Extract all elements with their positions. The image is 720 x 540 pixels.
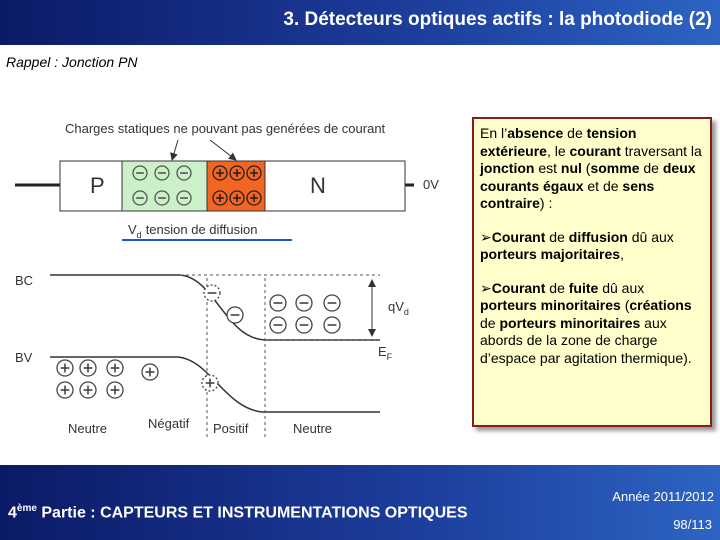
arrow [209, 139, 237, 161]
arrow [170, 139, 179, 161]
text-run: porteurs minoritaires [480, 297, 621, 313]
band-bc [50, 274, 380, 341]
text-run: traversant la [620, 142, 702, 159]
page-number: 98/113 [673, 517, 712, 532]
text-run: ) : [539, 195, 553, 211]
year: Année 2011/2012 [612, 489, 714, 504]
text-run: porteurs minoritaires [499, 314, 641, 331]
text-run: tension extérieure [480, 125, 637, 159]
part-number: 4 [8, 504, 17, 522]
vd-sub: d [137, 230, 142, 240]
text-run: sens contraire [480, 177, 655, 212]
ef-sub: F [387, 352, 393, 362]
paragraph: En l’absence de tension extérieure, le c… [480, 125, 704, 213]
p-region [59, 160, 123, 212]
text-run: et de [583, 177, 623, 194]
zone-label: Négatif [148, 416, 190, 431]
text-run: de [639, 160, 663, 176]
voltage: 0V [423, 177, 439, 192]
vd-text: tension de diffusion [146, 222, 258, 237]
text-run: porteurs majoritaires [480, 246, 621, 262]
title-bar: 3. Détecteurs optiques actifs : la photo… [0, 0, 720, 45]
zone-label: Neutre [293, 421, 332, 436]
pn-diagram: Charges statiques ne pouvant pas genérée… [15, 121, 439, 440]
vd: V [128, 222, 137, 237]
paragraph: Courant de diffusion dû aux porteurs maj… [480, 229, 704, 264]
zone-label: Positif [213, 421, 249, 436]
text-run: , le [546, 142, 570, 159]
text-run: absence [507, 125, 564, 141]
p-label: P [90, 173, 105, 198]
qvd-sub: d [404, 307, 409, 317]
text-run: ( [620, 297, 630, 313]
text-run: dû aux [598, 279, 645, 296]
slide-title: 3. Détecteurs optiques actifs : la photo… [283, 9, 712, 30]
text-run: diffusion [568, 228, 628, 245]
ef: EF [378, 344, 393, 362]
text-run: courant [569, 142, 621, 159]
text-run: deux courants égaux [480, 160, 696, 194]
text-run: jonction [480, 160, 535, 176]
text-run: de [545, 228, 569, 245]
bc-label: BC [15, 273, 33, 288]
charges [56, 165, 341, 399]
text-box: En l’absence de tension extérieure, le c… [472, 117, 712, 427]
ef-text: E [378, 344, 387, 359]
caption: Charges statiques ne pouvant pas genérée… [65, 121, 386, 136]
text-run: aux abords de la zone de charge d’espace… [480, 314, 692, 366]
text-run: de [480, 314, 500, 331]
text-run: dû aux [627, 228, 674, 245]
text-run: nul [560, 160, 582, 176]
text-run: créations [629, 297, 692, 313]
text-run: de [563, 125, 587, 141]
zone-label: Neutre [68, 421, 107, 436]
part-sup: ème [16, 503, 37, 514]
n-label: N [310, 173, 326, 198]
bv-label: BV [15, 350, 33, 365]
text-run: , [620, 246, 624, 262]
text-run: Courant [491, 279, 546, 296]
vd-label: Vd tension de diffusion [128, 222, 257, 240]
footer-bar: 4ème Partie : CAPTEURS ET INSTRUMENTATIO… [0, 465, 720, 540]
qvd: qVd [388, 299, 409, 317]
part-text: Partie : CAPTEURS ET INSTRUMENTATIONS OP… [41, 504, 468, 522]
text-run: En l’ [480, 125, 508, 141]
text-run: de [545, 279, 569, 296]
text-run: somme [590, 160, 640, 176]
text-run: ( [581, 160, 591, 176]
subtitle: Rappel : Jonction PN [6, 54, 138, 70]
n-region [264, 160, 406, 212]
text-run: fuite [568, 279, 599, 296]
paragraph: Courant de fuite dû aux porteurs minorit… [480, 280, 704, 368]
text-run: Courant [491, 228, 546, 245]
qvd-text: qV [388, 299, 404, 314]
text-run: est [534, 160, 561, 176]
footer-part: 4ème Partie : CAPTEURS ET INSTRUMENTATIO… [8, 503, 467, 522]
